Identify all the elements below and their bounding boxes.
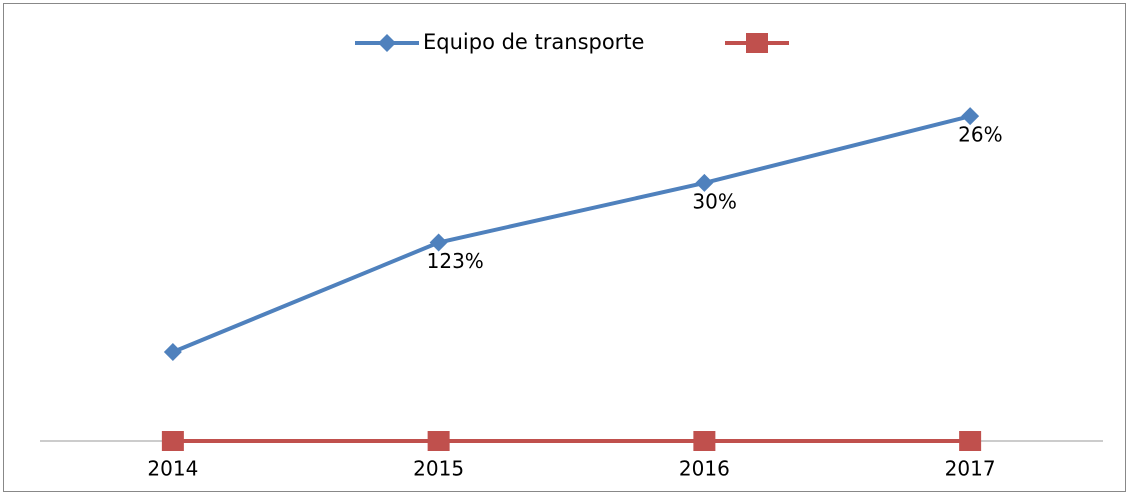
x-tick-label: 2014 [147,457,198,481]
chart-border [3,3,1126,492]
x-tick-label: 2015 [413,457,464,481]
marker-diamond [378,34,396,52]
marker-diamond [695,173,714,192]
marker-square [746,33,768,53]
marker-diamond [429,233,448,252]
marker-square [427,431,450,451]
marker-square [693,431,716,451]
x-tick-label: 2017 [945,457,996,481]
marker-diamond [961,107,980,126]
series-line [172,114,971,354]
data-label: 26% [958,123,1002,147]
data-label: 30% [692,189,736,213]
marker-diamond [163,343,182,361]
x-tick-label: 2016 [679,457,730,481]
legend-label: Equipo de transporte [423,30,644,54]
marker-square [161,431,184,451]
marker-square [959,431,982,451]
data-label: 123% [427,249,484,273]
